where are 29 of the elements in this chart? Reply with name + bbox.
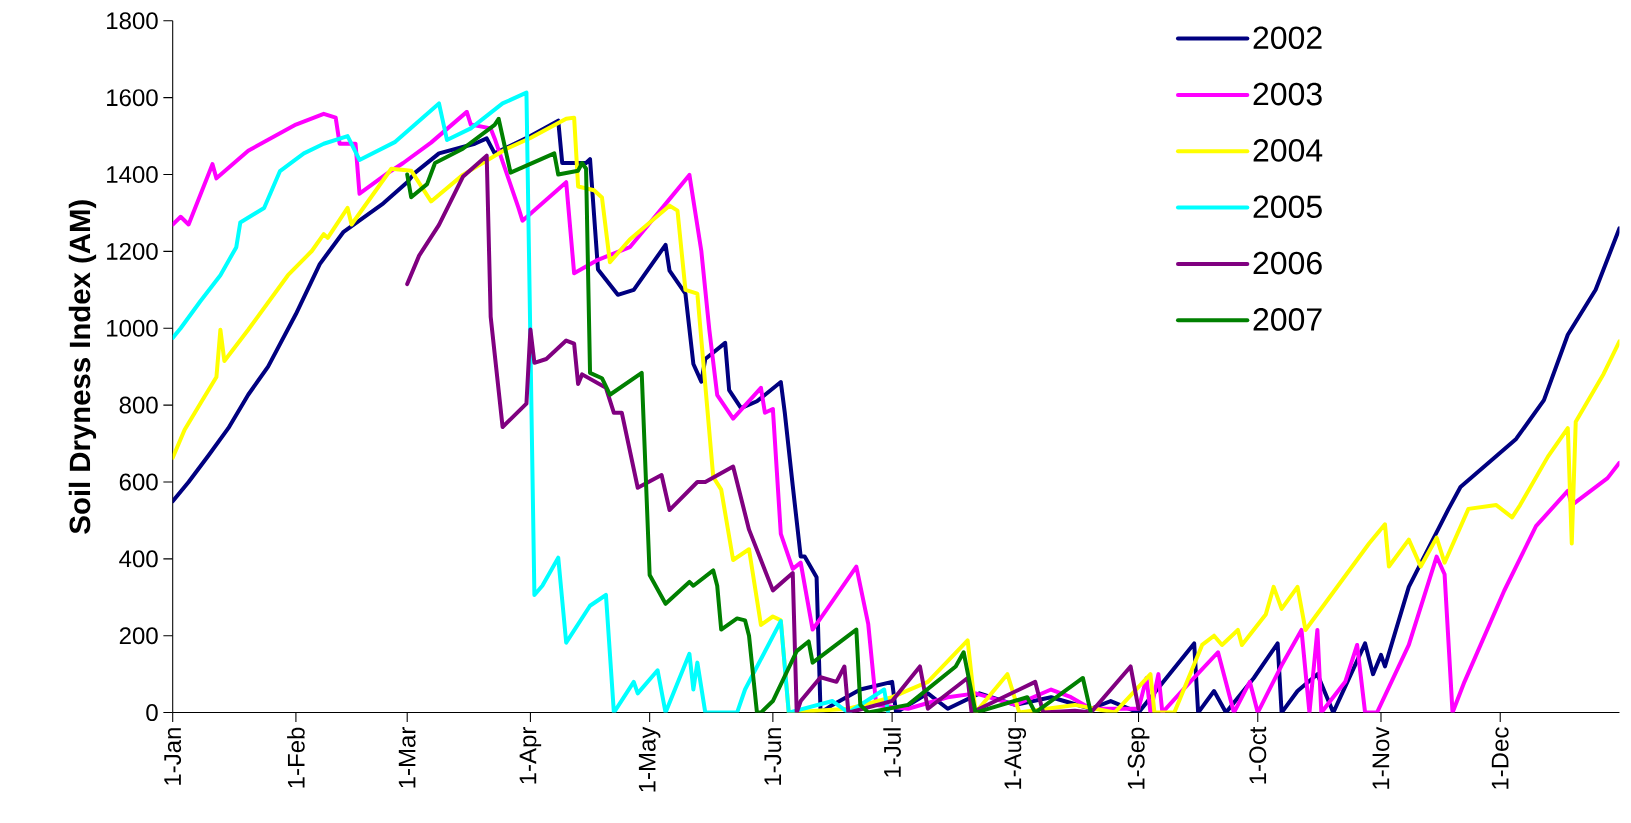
y-tick-label: 1800 [107, 12, 158, 30]
y-tick-label: 600 [119, 473, 158, 491]
x-tick-label: 1-Jul [883, 728, 901, 777]
x-tick-label: 1-Dec [1491, 727, 1509, 789]
y-tick-label: 800 [119, 396, 158, 414]
x-tick-label: 1-Nov [1372, 726, 1390, 789]
x-tick-label: 1-Apr [519, 727, 542, 784]
y-tick-label: 400 [119, 550, 158, 568]
x-tick-label: 1-May [638, 726, 661, 792]
legend-label: 2005 [1253, 195, 1322, 219]
y-tick-label: 1000 [107, 319, 158, 337]
legend-label: 2004 [1253, 139, 1323, 162]
y-tick-label: 1200 [107, 242, 158, 260]
x-tick-label: 1-Feb [287, 727, 305, 788]
x-tick-label: 1-Jan [164, 728, 182, 785]
y-tick-label: 200 [119, 627, 158, 645]
legend-label: 2007 [1253, 308, 1322, 331]
x-tick-label: 1-Oct [1249, 726, 1267, 784]
x-tick-label: 1-Mar [398, 727, 416, 788]
legend-label: 2006 [1253, 251, 1322, 275]
y-axis-title: Soil Dryness Index (AM) [68, 200, 97, 534]
x-tick-label: 1-Aug [1004, 728, 1027, 789]
y-tick-label: 1400 [107, 166, 158, 184]
legend-label: 2002 [1253, 26, 1322, 50]
legend-label: 2003 [1253, 82, 1322, 106]
x-tick-label: 1-Sep [1127, 727, 1150, 789]
y-tick-label: 1600 [107, 89, 158, 107]
y-tick-label: 0 [146, 704, 158, 722]
x-tick-label: 1-Jun [764, 728, 782, 785]
